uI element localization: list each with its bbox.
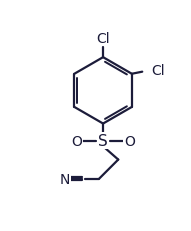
Text: Cl: Cl (151, 64, 164, 78)
Text: N: N (60, 172, 70, 186)
Text: Cl: Cl (96, 32, 110, 46)
Text: O: O (124, 134, 135, 148)
Text: O: O (71, 134, 82, 148)
Text: S: S (98, 134, 108, 149)
